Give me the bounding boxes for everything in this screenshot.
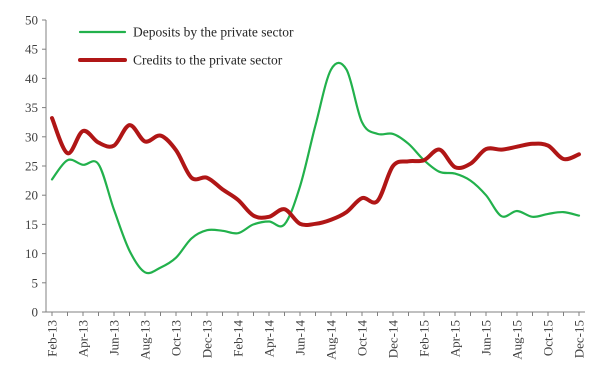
- y-axis-ticks: 0 5 10 15 20 25 30 35 40 45 50: [25, 13, 46, 320]
- x-tick-label: Feb-13: [45, 320, 60, 357]
- y-tick-label: 40: [25, 71, 38, 86]
- legend: Deposits by the private sector Credits to…: [78, 25, 294, 68]
- x-tick-label: Aug-14: [324, 320, 339, 360]
- x-tick-label: Apr-13: [76, 320, 91, 357]
- series-line-deposits-by-the-private-sector: [50, 61, 581, 275]
- y-tick-label: 50: [25, 13, 38, 28]
- y-tick-label: 15: [25, 217, 38, 232]
- x-tick-label: Jun-14: [293, 320, 308, 356]
- y-tick-label: 20: [25, 188, 38, 203]
- x-tick-label: Apr-15: [448, 320, 463, 357]
- x-tick-label: Jun-15: [479, 320, 494, 355]
- x-tick-label: Jun-13: [107, 320, 122, 355]
- y-tick-label: 25: [25, 159, 38, 174]
- x-tick-label: Dec-15: [572, 320, 587, 358]
- x-tick-label: Aug-15: [510, 320, 525, 360]
- y-tick-label: 10: [25, 246, 38, 261]
- x-tick-label: Aug-13: [138, 320, 153, 360]
- y-tick-label: 35: [25, 100, 38, 115]
- x-axis-ticks: Feb-13 Apr-13 Jun-13 Aug-13 Oct-13 Dec-13 Feb-…: [45, 312, 587, 360]
- x-tick-label: Dec-14: [386, 320, 401, 359]
- x-tick-label: Feb-14: [231, 320, 246, 357]
- x-tick-label: Oct-13: [169, 320, 184, 356]
- x-tick-label: Feb-15: [417, 320, 432, 357]
- chart-axes: [45, 20, 585, 313]
- legend-label-credits-to-the-private-sector: Credits to the private sector: [133, 53, 283, 68]
- y-tick-label: 45: [25, 42, 38, 57]
- y-tick-label: 0: [32, 305, 39, 320]
- y-tick-label: 5: [32, 275, 39, 290]
- x-tick-label: Apr-14: [262, 320, 277, 358]
- x-tick-label: Oct-15: [541, 320, 556, 356]
- legend-label-deposits-by-the-private-sector: Deposits by the private sector: [133, 25, 294, 40]
- x-tick-label: Oct-14: [355, 320, 370, 357]
- series-line-credits-to-the-private-sector: [50, 116, 581, 228]
- y-tick-label: 30: [25, 129, 38, 144]
- series-lines: [50, 61, 581, 275]
- x-tick-label: Dec-13: [200, 320, 215, 358]
